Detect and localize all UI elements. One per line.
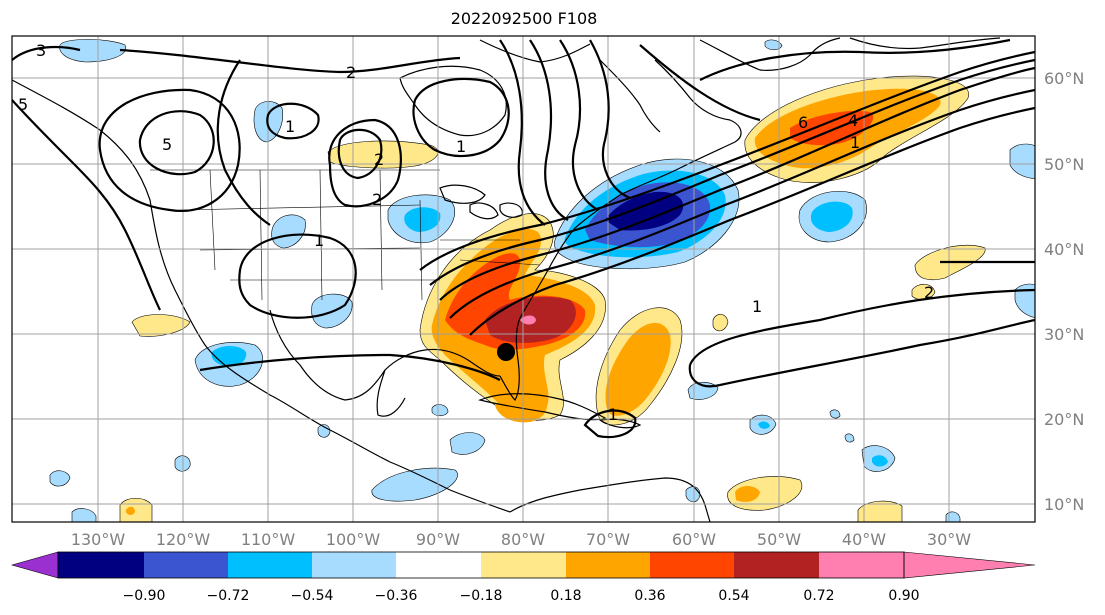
contour-label: 6 <box>798 113 808 132</box>
lat-label: 60°N <box>1044 69 1084 88</box>
contour-label: 4 <box>848 111 858 130</box>
lat-label: 20°N <box>1044 410 1084 429</box>
contour-label: 3 <box>36 41 46 60</box>
colorbar-extend-max <box>903 551 1036 579</box>
lat-label: 30°N <box>1044 325 1084 344</box>
colorbar-tick: −0.90 <box>123 588 166 604</box>
colorbar-segment <box>566 552 650 578</box>
lon-label: 100°W <box>326 530 381 549</box>
lon-label: 130°W <box>71 530 126 549</box>
lon-label: 120°W <box>156 530 211 549</box>
colorbar-segment <box>312 552 396 578</box>
colorbar-tick: −0.54 <box>291 588 334 604</box>
latitude-labels: 60°N 50°N 40°N 30°N 20°N 10°N <box>1044 69 1084 514</box>
lon-label: 90°W <box>416 530 460 549</box>
contour-labels: 3 2 5 1 5 1 2 1 2 6 4 1 1 2 1 <box>18 41 934 424</box>
colorbar-segment <box>58 552 144 578</box>
colorbar-segment <box>819 552 904 578</box>
lat-label: 10°N <box>1044 495 1084 514</box>
colorbar-tick: 0.72 <box>803 588 834 604</box>
colorbar-tick: 0.54 <box>718 588 749 604</box>
colorbar-tick: 0.18 <box>550 588 581 604</box>
lon-label: 110°W <box>241 530 296 549</box>
contour-label: 5 <box>18 95 28 114</box>
colorbar-tick-labels: −0.90 −0.72 −0.54 −0.36 −0.18 0.18 0.36 … <box>123 588 920 604</box>
contour-label: 1 <box>850 133 860 152</box>
location-marker <box>497 343 515 361</box>
colorbar-segment <box>228 552 312 578</box>
colorbar-tick: 0.90 <box>888 588 919 604</box>
lon-label: 40°W <box>842 530 886 549</box>
colorbar-tick: −0.72 <box>207 588 250 604</box>
lat-label: 40°N <box>1044 240 1084 259</box>
map-frame <box>11 35 1036 523</box>
contour-label: 1 <box>608 405 618 424</box>
lon-label: 30°W <box>927 530 971 549</box>
lat-label: 50°N <box>1044 155 1084 174</box>
contour-label: 1 <box>752 297 762 316</box>
map-title: 2022092500 F108 <box>450 9 598 28</box>
contour-label: 1 <box>314 231 324 250</box>
colorbar-extend-min <box>10 551 59 579</box>
contour-label: 1 <box>285 117 295 136</box>
lon-label: 60°W <box>672 530 716 549</box>
contour-label: 1 <box>456 137 466 156</box>
colorbar-tick: −0.36 <box>375 588 418 604</box>
colorbar-tick: −0.18 <box>460 588 503 604</box>
longitude-labels: 130°W 120°W 110°W 100°W 90°W 80°W 70°W 6… <box>71 530 971 549</box>
colorbar-segment <box>396 552 481 578</box>
contour-label: 2 <box>346 63 356 82</box>
colorbar: −0.90 −0.72 −0.54 −0.36 −0.18 0.18 0.36 … <box>10 551 1036 604</box>
contours <box>12 38 1035 439</box>
colorbar-tick: 0.36 <box>634 588 665 604</box>
colorbar-segment <box>481 552 566 578</box>
colorbar-segment <box>650 552 734 578</box>
contour-label: 5 <box>162 135 172 154</box>
lon-label: 80°W <box>501 530 545 549</box>
contour-label: 2 <box>374 150 384 169</box>
contour-label: 2 <box>372 190 382 209</box>
contour-label: 2 <box>924 283 934 302</box>
lon-label: 50°W <box>757 530 801 549</box>
colorbar-segment <box>144 552 228 578</box>
lon-label: 70°W <box>586 530 630 549</box>
colorbar-segment <box>734 552 819 578</box>
